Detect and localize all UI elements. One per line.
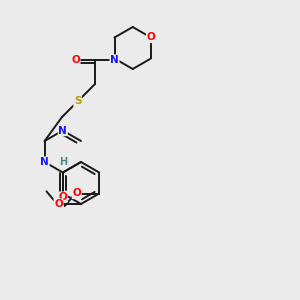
Text: N: N	[58, 125, 67, 136]
Text: N: N	[40, 157, 49, 167]
Text: O: O	[54, 199, 63, 209]
Text: O: O	[58, 192, 67, 202]
Text: H: H	[59, 157, 67, 167]
Text: O: O	[71, 55, 80, 65]
Text: O: O	[146, 32, 155, 43]
Text: O: O	[72, 188, 81, 199]
Text: N: N	[110, 55, 119, 65]
Text: S: S	[74, 96, 81, 106]
